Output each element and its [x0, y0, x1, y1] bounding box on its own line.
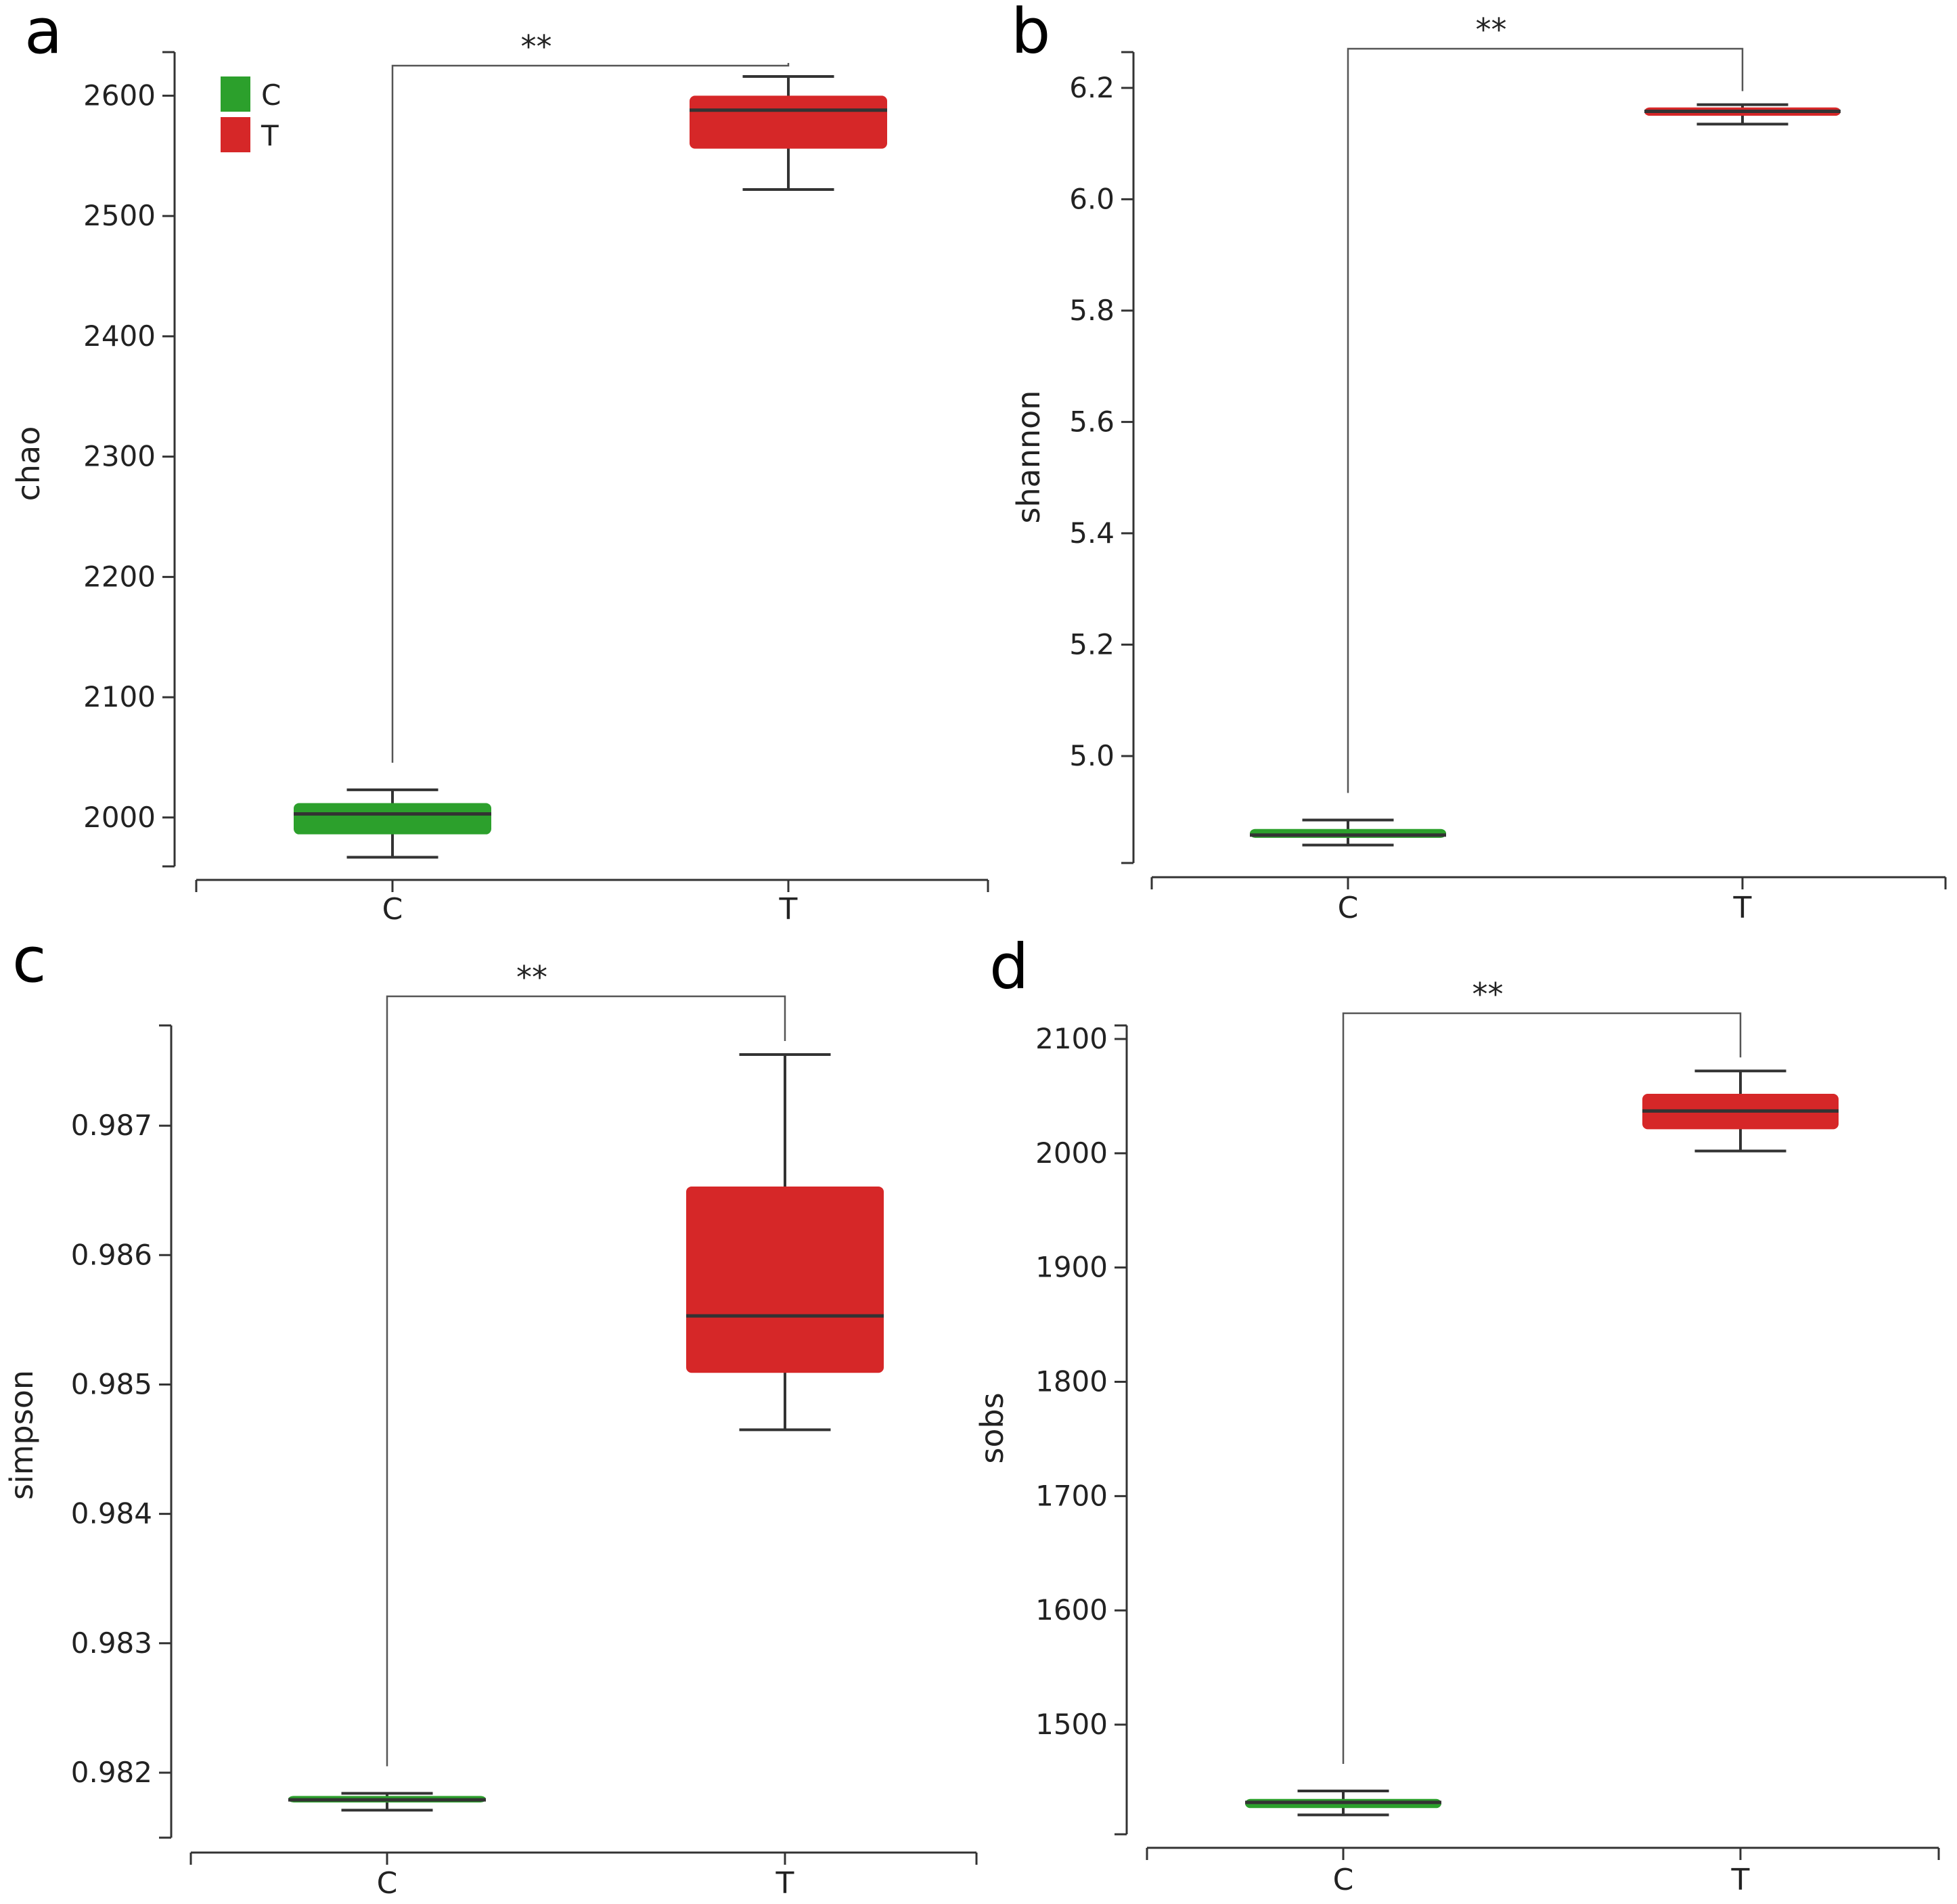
legend: CT	[221, 76, 281, 152]
x-tick-label: C	[1333, 1863, 1354, 1897]
y-axis-title: sobs	[974, 1392, 1010, 1463]
panel-letter: c	[12, 924, 47, 996]
panel-letter: d	[989, 931, 1029, 1003]
significance-label: **	[521, 28, 552, 65]
y-tick-label: 5.6	[1069, 405, 1115, 438]
y-tick-label: 5.8	[1069, 294, 1115, 327]
y-tick-label: 2000	[83, 801, 156, 834]
y-tick-label: 2200	[83, 560, 156, 593]
y-tick-label: 2100	[83, 680, 156, 713]
y-tick-label: 5.0	[1069, 739, 1115, 772]
chart-panel-d: d sobs 1500 1600 1700 1800 1900 2000 2100 C T **	[974, 931, 1940, 1897]
significance-label: **	[516, 959, 547, 996]
legend-label-T: T	[261, 119, 279, 152]
y-tick-label: 1600	[1035, 1593, 1108, 1626]
bracket-line	[386, 995, 786, 1767]
chart-panel-c: c simpson 0.982 0.983 0.984 0.985 0.986 0.987 C T…	[3, 924, 978, 1901]
significance-bracket: **	[1342, 976, 1742, 1764]
y-tick-label: 1500	[1035, 1708, 1108, 1741]
y-tick-label: 2500	[83, 199, 156, 232]
x-tick-label: T	[1733, 891, 1752, 925]
box-body	[690, 95, 887, 149]
significance-bracket: **	[391, 28, 790, 763]
box-body	[686, 1186, 884, 1373]
y-tick-label: 0.983	[71, 1626, 152, 1660]
significance-bracket: **	[1347, 12, 1744, 793]
bracket-line	[1342, 1012, 1742, 1764]
y-tick-label: 6.0	[1069, 182, 1115, 215]
box-T	[1642, 1069, 1839, 1153]
chart-panel-b: b shannon 5.0 5.2 5.4 5.6 5.8 6.0 6.2 C T **	[1010, 0, 1947, 925]
y-tick-label: 0.987	[71, 1109, 152, 1142]
y-axis-title: simpson	[3, 1370, 40, 1500]
y-tick-label: 2000	[1035, 1136, 1108, 1170]
legend-label-C: C	[261, 79, 281, 112]
x-tick-label: C	[382, 892, 403, 927]
bracket-line	[1347, 47, 1744, 793]
box-T	[690, 74, 887, 192]
y-tick-label: 2300	[83, 440, 156, 473]
x-tick-label: T	[775, 1866, 794, 1901]
y-tick-label: 6.2	[1069, 71, 1115, 104]
legend-swatch-T	[221, 117, 250, 152]
y-tick-label: 0.984	[71, 1497, 152, 1530]
y-tick-label: 5.4	[1069, 516, 1115, 550]
y-tick-label: 1700	[1035, 1479, 1108, 1512]
bracket-line	[391, 62, 790, 763]
y-tick-label: 1900	[1035, 1251, 1108, 1284]
y-tick-label: 2600	[83, 79, 156, 112]
y-tick-label: 2100	[1035, 1022, 1108, 1055]
y-tick-label: 2400	[83, 319, 156, 353]
x-tick-label: C	[1338, 891, 1359, 925]
x-tick-label: C	[377, 1866, 398, 1901]
y-axis-title: shannon	[1010, 391, 1047, 524]
y-tick-label: 1800	[1035, 1365, 1108, 1398]
x-tick-label: T	[779, 892, 798, 927]
panel-letter: a	[24, 0, 62, 68]
y-tick-label: 5.2	[1069, 627, 1115, 661]
box-C	[288, 1792, 486, 1812]
box-C	[1245, 1789, 1441, 1817]
x-tick-label: T	[1731, 1863, 1750, 1897]
panel-letter: b	[1011, 0, 1050, 68]
box-body	[294, 803, 491, 835]
y-tick-label: 0.986	[71, 1238, 152, 1271]
significance-label: **	[1472, 976, 1504, 1013]
significance-bracket: **	[386, 959, 786, 1767]
y-axis-title: chao	[10, 426, 47, 502]
box-C	[294, 788, 491, 859]
significance-label: **	[1476, 12, 1507, 48]
legend-swatch-C	[221, 76, 250, 112]
box-T	[686, 1053, 884, 1432]
box-T	[1644, 103, 1841, 126]
y-tick-label: 0.982	[71, 1756, 152, 1789]
box-C	[1250, 818, 1446, 847]
y-tick-label: 0.985	[71, 1367, 152, 1400]
